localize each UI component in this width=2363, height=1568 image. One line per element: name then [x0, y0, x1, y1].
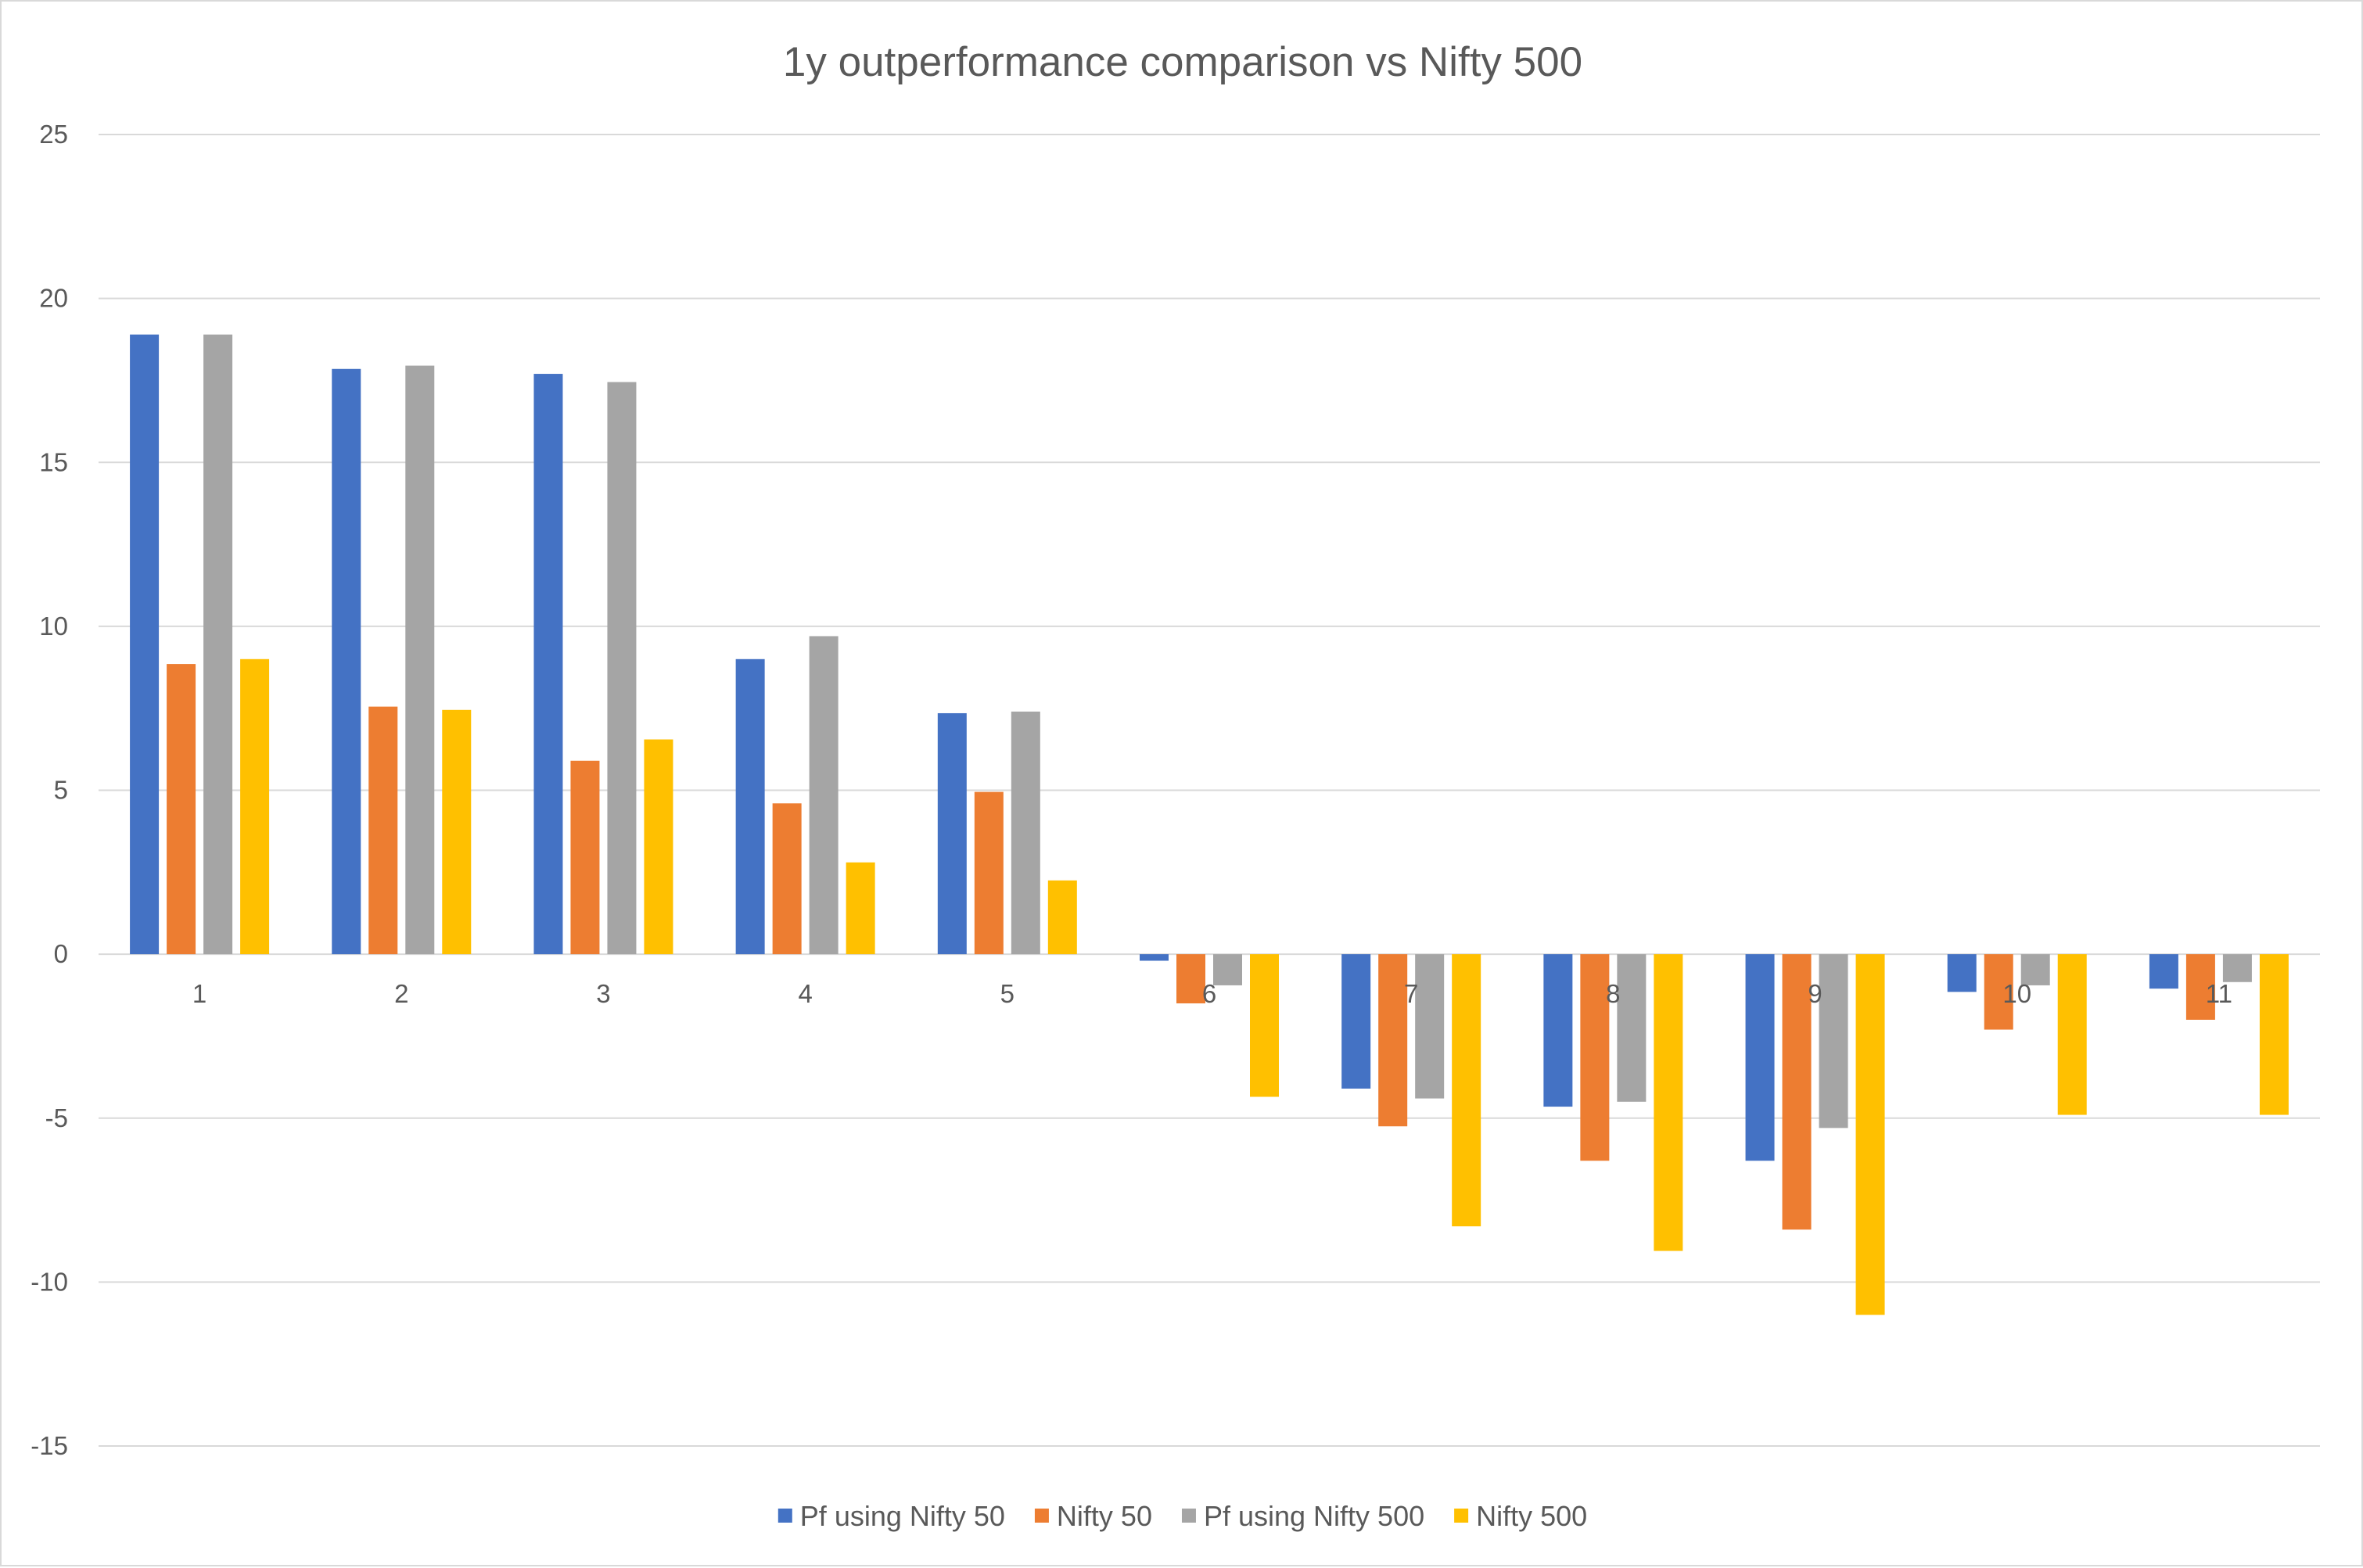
- y-tick-label: 15: [39, 447, 68, 476]
- x-tick-label: 9: [1808, 979, 1822, 1008]
- bar-pf-using-nifty-500-6: [1213, 954, 1242, 985]
- bar-pf-using-nifty-50-3: [533, 374, 563, 955]
- bar-nifty-50-3: [570, 760, 600, 955]
- bar-pf-using-nifty-500-5: [1011, 711, 1040, 955]
- bar-pf-using-nifty-500-8: [1617, 954, 1647, 1102]
- bar-pf-using-nifty-50-7: [1341, 954, 1371, 1089]
- y-tick-label: 5: [54, 776, 68, 805]
- y-tick-label: -15: [31, 1431, 68, 1460]
- bar-nifty-50-10: [1984, 954, 2013, 1030]
- legend-swatch-nifty-50: [1034, 1509, 1049, 1523]
- bar-nifty-50-11: [2185, 954, 2215, 1020]
- legend-swatch-nifty-500: [1454, 1509, 1469, 1523]
- legend-label: Pf using Nifty 50: [800, 1500, 1005, 1532]
- x-tick-label: 5: [1000, 979, 1015, 1008]
- bar-nifty-500-5: [1047, 880, 1077, 955]
- bar-pf-using-nifty-500-3: [607, 382, 637, 955]
- x-tick-label: 2: [394, 979, 408, 1008]
- bar-pf-using-nifty-500-4: [809, 636, 839, 955]
- bar-pf-using-nifty-50-5: [937, 712, 967, 955]
- y-tick-label: 10: [39, 612, 68, 640]
- bar-pf-using-nifty-500-11: [2222, 954, 2252, 982]
- bar-pf-using-nifty-50-9: [1745, 954, 1775, 1161]
- bar-pf-using-nifty-50-2: [332, 368, 361, 955]
- x-tick-label: 6: [1202, 979, 1216, 1008]
- x-tick-label: 11: [2206, 979, 2232, 1008]
- bar-pf-using-nifty-50-1: [130, 334, 160, 955]
- y-tick-label: 20: [39, 284, 68, 313]
- y-tick-label: 25: [39, 120, 68, 149]
- y-tick-label: 0: [54, 939, 68, 968]
- y-tick-label: -10: [31, 1267, 68, 1296]
- bar-nifty-50-1: [167, 664, 196, 955]
- legend-swatch-pf-using-nifty-500: [1181, 1509, 1196, 1523]
- bar-nifty-500-8: [1654, 954, 1683, 1251]
- bar-nifty-50-7: [1378, 954, 1408, 1127]
- bar-nifty-50-9: [1782, 954, 1812, 1230]
- x-tick-label: 7: [1404, 979, 1418, 1008]
- bar-nifty-500-7: [1452, 954, 1481, 1227]
- bar-pf-using-nifty-500-2: [405, 365, 435, 955]
- bar-pf-using-nifty-50-10: [1947, 954, 1977, 992]
- bar-pf-using-nifty-500-7: [1415, 954, 1445, 1099]
- bar-nifty-500-1: [240, 658, 270, 955]
- bar-nifty-500-10: [2057, 954, 2087, 1115]
- bars: [130, 334, 2289, 1315]
- legend-label: Nifty 50: [1057, 1500, 1152, 1532]
- bar-pf-using-nifty-50-6: [1140, 954, 1169, 961]
- x-tick-label: 4: [798, 979, 812, 1008]
- x-tick-label: 1: [192, 979, 206, 1008]
- bar-nifty-500-3: [644, 739, 673, 955]
- bar-pf-using-nifty-500-9: [1819, 954, 1848, 1128]
- legend-label: Nifty 500: [1476, 1500, 1587, 1532]
- chart-title: 1y outperformance comparison vs Nifty 50…: [783, 39, 1582, 85]
- legend: Pf using Nifty 50 Nifty 50 Pf using Nifty …: [777, 1500, 1587, 1532]
- y-tick-label: -5: [45, 1103, 68, 1132]
- x-tick-label: 8: [1606, 979, 1620, 1008]
- legend-label: Pf using Nifty 500: [1204, 1500, 1424, 1532]
- bar-pf-using-nifty-50-11: [2149, 954, 2178, 989]
- bar-nifty-50-8: [1580, 954, 1610, 1161]
- x-tick-label: 10: [2002, 979, 2031, 1008]
- x-axis-tick-labels: 1 2 3 4 5 6 7 8 9 10 11: [192, 979, 2232, 1008]
- bar-nifty-500-11: [2259, 954, 2289, 1115]
- bar-nifty-50-4: [772, 803, 802, 955]
- bar-nifty-500-9: [1855, 954, 1885, 1315]
- bar-nifty-500-2: [442, 709, 472, 955]
- y-axis-tick-labels: 25 20 15 10 5 0 -5 -10 -15: [31, 120, 68, 1460]
- bar-nifty-500-6: [1250, 954, 1279, 1097]
- bar-pf-using-nifty-500-10: [2020, 954, 2050, 985]
- bar-nifty-50-5: [974, 791, 1004, 955]
- bar-pf-using-nifty-50-4: [735, 658, 765, 955]
- bar-pf-using-nifty-50-8: [1543, 954, 1573, 1107]
- x-tick-label: 3: [596, 979, 610, 1008]
- bar-pf-using-nifty-500-1: [203, 334, 233, 955]
- legend-swatch-pf-using-nifty-50: [777, 1509, 792, 1523]
- bar-nifty-500-4: [846, 862, 875, 955]
- bar-nifty-50-6: [1176, 954, 1205, 1004]
- bar-nifty-50-2: [368, 706, 398, 955]
